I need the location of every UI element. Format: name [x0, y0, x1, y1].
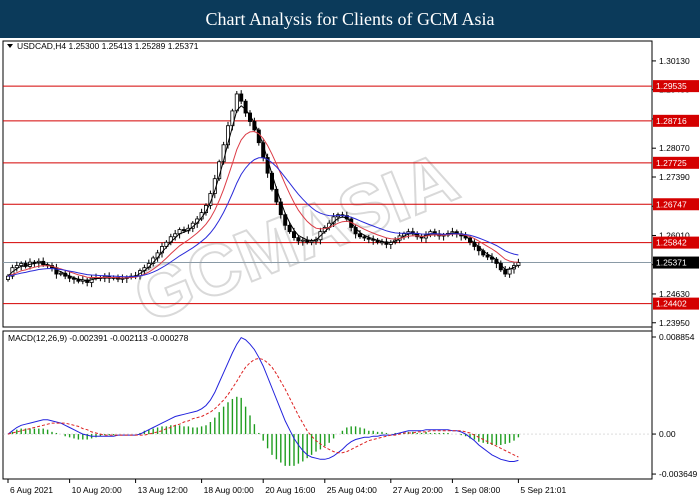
- macd-indicator: [3, 336, 652, 466]
- time-tick-label: 27 Aug 20:00: [393, 485, 443, 495]
- current-price-tag: [653, 256, 699, 269]
- support-resistance-levels: [3, 85, 652, 305]
- candle-body: [362, 236, 367, 239]
- candle-body: [14, 265, 19, 269]
- macd-axis: 0.008854 0.00 -0.003649: [652, 332, 698, 479]
- level-tag: [653, 198, 699, 211]
- candle-body: [503, 269, 508, 275]
- time-tick-label: 13 Aug 12:00: [138, 485, 188, 495]
- candle-body: [58, 272, 63, 275]
- candle-body: [239, 93, 244, 102]
- price-tick-label: 1.23950: [659, 318, 690, 328]
- macd-tick-label: 0.008854: [659, 332, 695, 342]
- level-tag: [653, 156, 699, 169]
- collapse-triangle-icon[interactable]: [7, 44, 13, 48]
- time-tick-label: 6 Aug 2021: [10, 485, 53, 495]
- candle-body: [379, 241, 384, 244]
- macd-tick-label: 0.00: [659, 429, 676, 439]
- price-tick-label: 1.28070: [659, 143, 690, 153]
- time-tick-label: 25 Aug 04:00: [327, 485, 377, 495]
- slow-ma-line: [7, 157, 519, 278]
- candle-body: [485, 254, 490, 258]
- candle-body: [173, 233, 178, 238]
- level-tag-label: 1.28716: [656, 116, 687, 126]
- current-price-label: 1.25371: [656, 258, 687, 268]
- level-tag: [653, 236, 699, 249]
- banner-title: Chart Analysis for Clients of GCM Asia: [205, 8, 495, 29]
- time-tick-label: 20 Aug 16:00: [265, 485, 315, 495]
- candle-body: [19, 263, 24, 266]
- mid-ma-line: [7, 130, 519, 279]
- macd-info: MACD(12,26,9) -0.002391 -0.002113 -0.000…: [8, 333, 189, 343]
- time-tick-label: 1 Sep 08:00: [454, 485, 500, 495]
- candle-body: [300, 239, 305, 242]
- level-tag-label: 1.25842: [656, 238, 687, 248]
- macd-line: [7, 336, 519, 462]
- level-tag: [653, 114, 699, 127]
- candle-body: [181, 229, 186, 232]
- candle-body: [331, 216, 336, 224]
- candle-body: [357, 233, 362, 238]
- macd-signal-line: [7, 357, 519, 458]
- price-tick-label: 1.24630: [659, 289, 690, 299]
- level-tag: [653, 80, 699, 93]
- candle-body: [291, 231, 296, 238]
- candle-body: [296, 237, 301, 242]
- level-tag-label: 1.29535: [656, 81, 687, 91]
- time-tick-label: 10 Aug 20:00: [72, 485, 122, 495]
- candle-body: [309, 240, 314, 243]
- time-tick-label: 18 Aug 00:00: [204, 485, 254, 495]
- price-chart[interactable]: GCMASIA 1.301301.294501.287601.280701.27…: [0, 38, 700, 500]
- candle-body: [6, 275, 11, 280]
- candle-body: [234, 93, 239, 112]
- symbol-info: USDCAD,H4 1.25300 1.25413 1.25289 1.2537…: [17, 41, 199, 51]
- macd-tick-label: -0.003649: [659, 469, 698, 479]
- price-pane: [2, 40, 653, 328]
- level-tag: [653, 297, 699, 310]
- level-tag-label: 1.27725: [656, 158, 687, 168]
- level-tag-label: 1.26747: [656, 199, 687, 209]
- time-tick-label: 5 Sep 21:01: [520, 485, 566, 495]
- candle-body: [283, 214, 288, 226]
- price-tick-label: 1.30130: [659, 56, 690, 66]
- macd-pane: [2, 330, 653, 480]
- price-tick-label: 1.27390: [659, 172, 690, 182]
- chart-title-banner: Chart Analysis for Clients of GCM Asia: [0, 0, 700, 38]
- price-tick-label: 1.26010: [659, 230, 690, 240]
- level-tag-label: 1.24402: [656, 299, 687, 309]
- candle-body: [366, 237, 371, 240]
- time-axis: 6 Aug 2021 10 Aug 20:00 13 Aug 12:00 18 Aug…: [7, 479, 567, 495]
- candle-body: [287, 224, 292, 233]
- candle-body: [243, 100, 248, 114]
- level-tags: 1.29535 1.28716 1.27725 1.26747 1.25842 1.244…: [653, 80, 699, 310]
- price-axis: 1.301301.294501.287601.280701.273901.267…: [652, 56, 690, 328]
- moving-averages: [7, 105, 519, 282]
